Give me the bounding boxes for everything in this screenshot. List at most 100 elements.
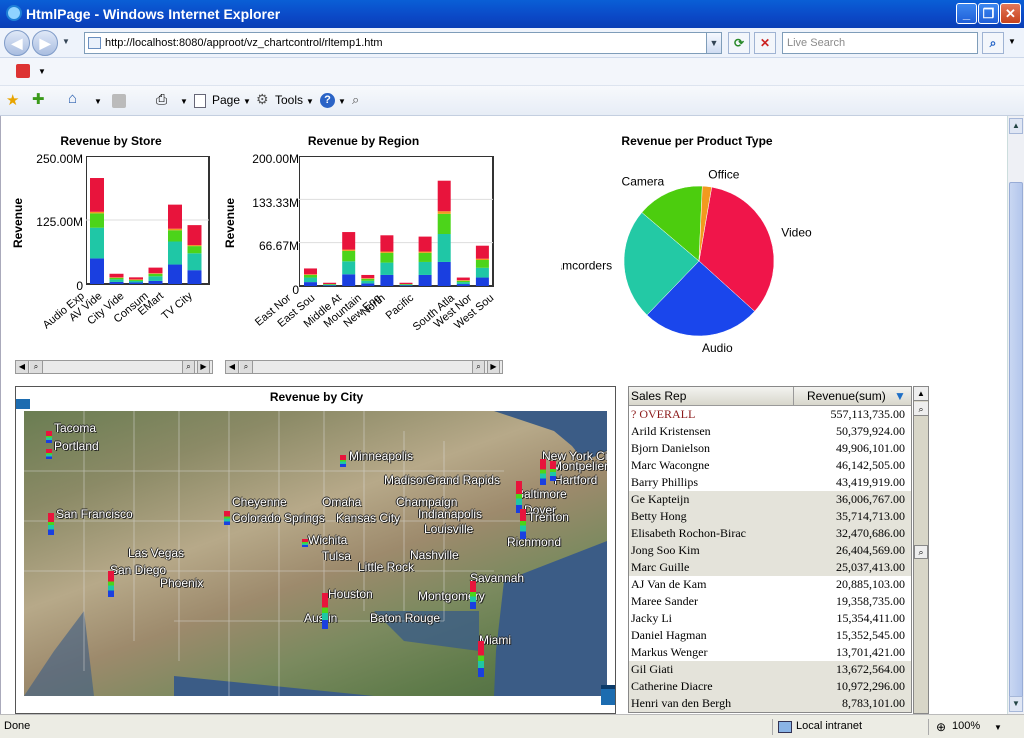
pdf-dropdown-icon[interactable]: ▼ <box>38 67 46 76</box>
city-label[interactable]: Minneapolis <box>349 449 414 463</box>
bar-segment[interactable] <box>168 204 182 229</box>
bar-segment[interactable] <box>323 282 337 285</box>
table-row[interactable]: Gil Giati 13,672,564.00 <box>629 661 911 678</box>
bar-segment[interactable] <box>475 245 489 259</box>
table-row[interactable]: Marc Guille 25,037,413.00 <box>629 559 911 576</box>
tools-gear-icon[interactable]: ⚙ <box>256 91 269 107</box>
research-icon[interactable]: ⌕ <box>352 92 360 107</box>
maximize-button[interactable]: ❐ <box>978 3 999 24</box>
city-label[interactable]: Madison <box>384 473 430 487</box>
bar-segment[interactable] <box>90 213 104 228</box>
bar-segment[interactable] <box>109 273 124 278</box>
scroll-thumb[interactable] <box>1009 182 1023 702</box>
search-options-icon[interactable]: ▼ <box>1008 37 1016 46</box>
city-label[interactable]: Louisville <box>424 522 474 536</box>
bar-segment[interactable] <box>399 285 413 286</box>
zoom-icon[interactable]: ⌕ <box>472 361 485 373</box>
city-revenue-bar[interactable] <box>322 593 328 629</box>
city-label[interactable]: Hartford <box>554 473 598 487</box>
bar-segment[interactable] <box>437 261 451 286</box>
bar-segment[interactable] <box>323 285 337 286</box>
bar-segment[interactable] <box>380 235 394 252</box>
city-label[interactable]: Austin <box>304 611 338 625</box>
bar-segment[interactable] <box>456 277 470 281</box>
zoom-icon[interactable]: ⌕ <box>182 361 195 373</box>
bar-segment[interactable] <box>109 277 124 278</box>
tools-dropdown-icon[interactable]: ▼ <box>306 97 314 106</box>
table-row[interactable]: Maree Sander 19,358,735.00 <box>629 593 911 610</box>
table-row[interactable]: Jong Soo Kim 26,404,569.00 <box>629 542 911 559</box>
address-bar[interactable]: http://localhost:8080/approot/vz_chartco… <box>84 32 722 54</box>
bar-segment[interactable] <box>475 267 489 278</box>
bar-segment[interactable] <box>129 277 143 280</box>
city-label[interactable]: Portland <box>54 439 99 453</box>
city-revenue-bar[interactable] <box>48 513 54 535</box>
bar-segment[interactable] <box>342 261 356 275</box>
table-row[interactable]: Daniel Hagman 15,352,545.00 <box>629 627 911 644</box>
feeds-icon[interactable] <box>112 94 126 108</box>
help-icon[interactable]: ? <box>320 93 335 108</box>
store-chart-scrollbar[interactable]: ◀ ⌕ ⌕ ▶ <box>15 360 213 374</box>
scroll-right-icon[interactable]: ▶ <box>197 361 210 373</box>
print-dropdown-icon[interactable]: ▼ <box>180 97 188 106</box>
pie-slice[interactable] <box>698 186 775 312</box>
search-input[interactable]: Live Search <box>782 32 978 54</box>
home-dropdown-icon[interactable]: ▼ <box>94 97 102 106</box>
scroll-left-icon[interactable]: ◀ <box>16 361 29 373</box>
city-revenue-bar[interactable] <box>46 449 52 459</box>
zoom-icon[interactable]: ⌕ <box>30 361 43 373</box>
bar-segment[interactable] <box>380 262 394 275</box>
page-dropdown-icon[interactable]: ▼ <box>243 97 251 106</box>
pie-slice[interactable] <box>698 185 712 262</box>
home-icon[interactable]: ⌂ <box>68 90 78 107</box>
bar-segment[interactable] <box>380 274 394 286</box>
bar-segment[interactable] <box>323 284 337 285</box>
bar-segment[interactable] <box>437 234 451 262</box>
bar-segment[interactable] <box>90 227 104 259</box>
region-chart-scrollbar[interactable]: ◀ ⌕ ⌕ ▶ <box>225 360 503 374</box>
bar-segment[interactable] <box>90 178 104 212</box>
bar-segment[interactable] <box>109 279 124 282</box>
city-label[interactable]: Baltimore <box>516 487 567 501</box>
city-revenue-bar[interactable] <box>540 459 546 485</box>
city-label[interactable]: Wichita <box>308 533 348 547</box>
bar-segment[interactable] <box>342 232 356 250</box>
bar-segment[interactable] <box>380 251 394 253</box>
column-header-sales-rep[interactable]: Sales Rep <box>631 389 687 403</box>
bar-segment[interactable] <box>456 284 470 286</box>
bar-segment[interactable] <box>168 264 182 284</box>
city-label[interactable]: San Diego <box>110 563 167 577</box>
table-row[interactable]: Marc Wacongne 46,142,505.00 <box>629 457 911 474</box>
bar-segment[interactable] <box>148 276 163 281</box>
city-revenue-bar[interactable] <box>340 455 346 467</box>
close-button[interactable]: ✕ <box>1000 3 1021 24</box>
city-label[interactable]: Montpelier <box>552 459 607 473</box>
bar-segment[interactable] <box>129 279 143 280</box>
bar-segment[interactable] <box>475 260 489 268</box>
sort-desc-icon[interactable]: ▼ <box>894 389 906 403</box>
city-label[interactable]: Miami <box>479 633 511 647</box>
pie-slice[interactable] <box>646 260 755 337</box>
city-revenue-bar[interactable] <box>516 481 522 513</box>
bar-segment[interactable] <box>399 284 413 286</box>
city-label[interactable]: Tulsa <box>322 549 351 563</box>
city-label[interactable]: Omaha <box>322 495 362 509</box>
bar-segment[interactable] <box>187 246 202 254</box>
bar-segment[interactable] <box>90 258 104 284</box>
bar-segment[interactable] <box>129 282 143 284</box>
bar-segment[interactable] <box>323 284 337 286</box>
city-revenue-bar[interactable] <box>46 431 52 443</box>
favorites-star-icon[interactable]: ★ <box>6 92 20 109</box>
bar-segment[interactable] <box>304 277 317 283</box>
bar-segment[interactable] <box>90 211 104 214</box>
bar-segment[interactable] <box>456 280 470 283</box>
bar-segment[interactable] <box>304 268 317 275</box>
bar-segment[interactable] <box>148 280 163 284</box>
bar-segment[interactable] <box>475 258 489 260</box>
table-row[interactable]: ? OVERALL 557,113,735.00 <box>629 406 911 423</box>
zoom-icon[interactable]: ⌕ <box>914 545 928 559</box>
zoom-dropdown-icon[interactable]: ▼ <box>994 723 1002 732</box>
zoom-icon[interactable]: ⌕ <box>240 361 253 373</box>
pie-slice[interactable] <box>623 212 700 316</box>
city-label[interactable]: Cheyenne <box>232 495 287 509</box>
